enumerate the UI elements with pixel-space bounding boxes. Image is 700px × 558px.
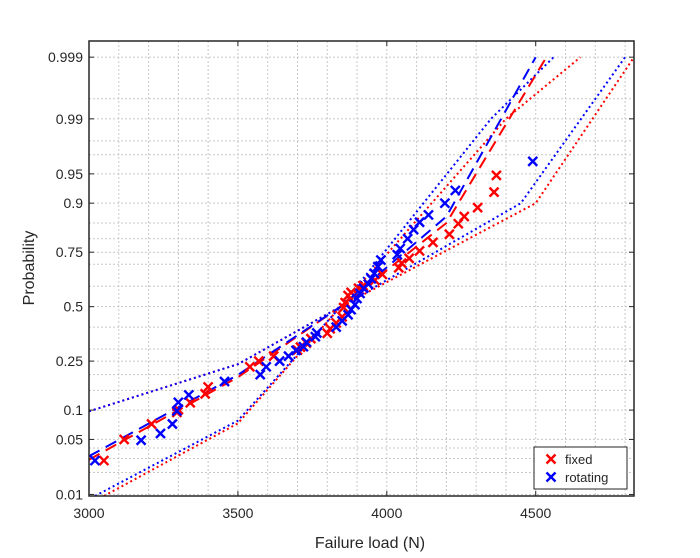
marker-rotating (375, 254, 387, 266)
marker-fixed (336, 311, 348, 323)
marker-rotating (342, 309, 354, 321)
marker-rotating (183, 389, 195, 401)
confidence-bound-upper-fixed (89, 56, 582, 413)
legend-label-rotating: rotating (565, 470, 608, 485)
y-tick-label: 0.99 (56, 111, 83, 127)
marker-fixed (444, 228, 455, 240)
marker-rotating (167, 418, 178, 430)
y-tick-label: 0.25 (56, 353, 83, 369)
y-tick-label: 0.05 (56, 431, 83, 447)
marker-rotating (439, 197, 451, 209)
y-tick-label: 0.5 (64, 299, 84, 315)
marker-fixed (199, 388, 211, 400)
marker-rotating (349, 299, 361, 310)
marker-rotating (290, 345, 302, 356)
marker-fixed (472, 202, 483, 213)
marker-rotating (394, 243, 406, 254)
x-tick-label: 3000 (73, 505, 104, 521)
marker-rotating (363, 278, 374, 290)
marker-rotating (171, 405, 183, 417)
marker-fixed (98, 455, 110, 466)
marker-rotating (449, 185, 461, 196)
marker-rotating (414, 216, 425, 228)
marker-fixed (414, 245, 425, 257)
x-tick-label: 3500 (222, 505, 253, 521)
plot-background (89, 41, 634, 496)
marker-rotating (89, 455, 101, 466)
marker-fixed (491, 170, 502, 181)
data-markers (89, 156, 539, 466)
marker-rotating (283, 350, 294, 362)
y-axis-label: Probability (21, 231, 38, 306)
marker-rotating (274, 355, 285, 367)
legend: fixed rotating (533, 446, 628, 490)
marker-rotating (368, 267, 380, 279)
marker-rotating (402, 233, 414, 245)
marker-fixed (202, 381, 214, 393)
marker-fixed (396, 257, 408, 269)
x-tick-label: 4500 (520, 505, 551, 521)
grid-lines (89, 41, 634, 496)
y-tick-label: 0.01 (56, 486, 83, 502)
marker-fixed (458, 211, 470, 222)
marker-rotating (301, 336, 312, 348)
y-tick-label: 0.9 (64, 195, 84, 211)
marker-rotating (423, 209, 434, 221)
marker-fixed (146, 418, 157, 430)
marker-rotating (135, 434, 147, 446)
marker-fixed (253, 355, 265, 367)
marker-fixed (427, 237, 439, 248)
y-tick-label: 0.95 (56, 166, 83, 182)
marker-rotating (219, 376, 230, 387)
marker-fixed (118, 434, 130, 445)
y-tick-label: 0.1 (64, 402, 84, 418)
marker-rotating (155, 428, 166, 439)
marker-fixed (184, 397, 196, 409)
marker-rotating (372, 261, 384, 272)
marker-rotating (172, 396, 184, 408)
x-tick-label: 4000 (371, 505, 402, 521)
marker-rotating (365, 273, 377, 285)
marker-fixed (488, 186, 500, 198)
marker-rotating (391, 249, 403, 261)
marker-rotating (254, 369, 266, 380)
marker-fixed (376, 269, 388, 280)
marker-rotating (527, 156, 539, 167)
marker-fixed (244, 361, 256, 373)
marker-rotating (311, 327, 323, 339)
legend-label-fixed: fixed (565, 452, 592, 467)
legend-box (533, 446, 628, 490)
y-tick-label: 0.75 (56, 244, 83, 260)
x-axis-label: Failure load (N) (315, 535, 425, 552)
axis-ticks (88, 41, 634, 496)
legend-marker-fixed (545, 453, 557, 465)
confidence-bound-lower-fixed (103, 56, 634, 496)
tick-labels: 3000 3500 4000 4500 0.01 0.05 0.1 0.25 0.5 0.75 0.… (48, 49, 552, 521)
legend-marker-rotating (545, 471, 557, 483)
marker-rotating (351, 293, 363, 304)
plot-frame (88, 40, 635, 497)
marker-fixed (403, 253, 415, 264)
y-tick-label: 0.999 (48, 49, 83, 65)
marker-rotating (260, 361, 272, 373)
